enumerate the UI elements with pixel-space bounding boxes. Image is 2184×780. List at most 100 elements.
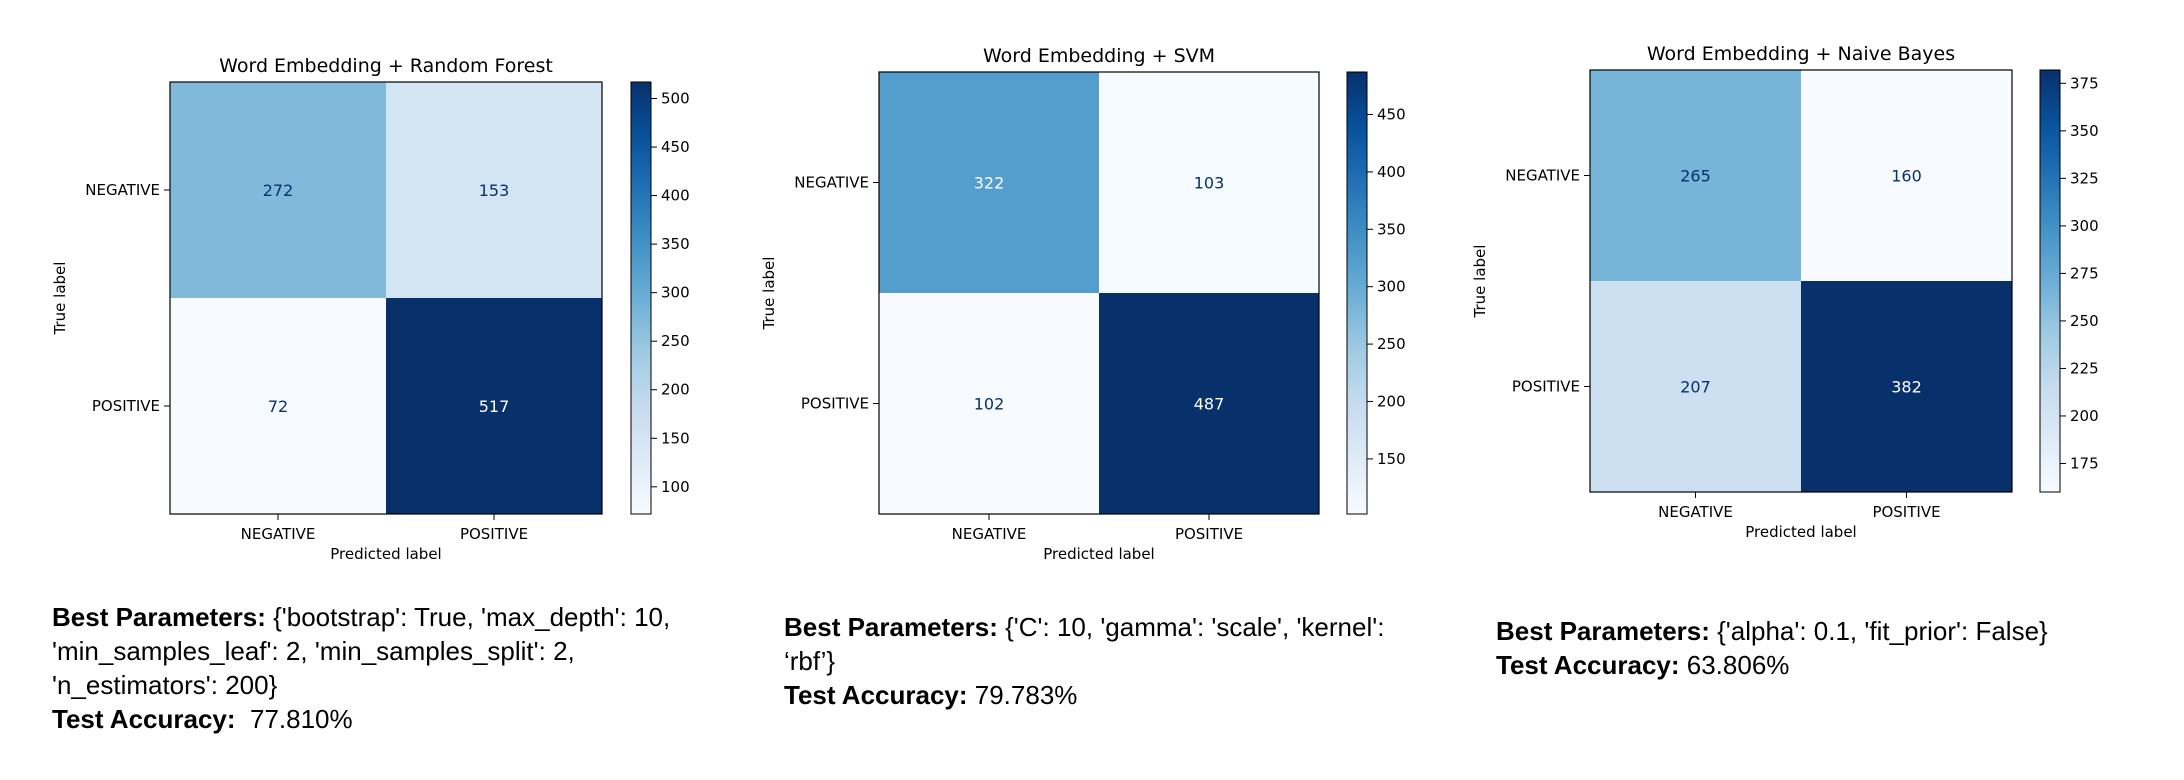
matrix-cell [879, 293, 1099, 514]
cell-value-label: 153 [479, 181, 510, 200]
matrix-cell [1801, 70, 2012, 281]
best-params-value: 'n_estimators': 200} [52, 670, 278, 700]
y-axis-label: True label [51, 262, 69, 336]
x-tick-label: POSITIVE [1872, 503, 1940, 521]
x-tick-label: NEGATIVE [1658, 503, 1733, 521]
colorbar-tick-label: 150 [1377, 450, 1406, 468]
cell-value-label: 102 [974, 395, 1005, 414]
caption-random-forest: Best Parameters: {'bootstrap': True, 'ma… [52, 600, 742, 736]
test-accuracy-value: 77.810% [235, 704, 353, 734]
test-accuracy-value: 63.806% [1679, 650, 1790, 680]
colorbar-tick-label: 400 [661, 187, 690, 205]
colorbar [1346, 71, 1368, 515]
best-params-value: {'bootstrap': True, 'max_depth': 10, [265, 602, 671, 632]
test-accuracy-value: 79.783% [967, 680, 1078, 710]
colorbar-tick-label: 275 [2070, 264, 2099, 282]
colorbar-tick-label: 150 [661, 429, 690, 447]
colorbar-tick-label: 200 [2070, 407, 2099, 425]
cell-value-label: 160 [1891, 167, 1922, 186]
colorbar-tick-label: 100 [661, 478, 690, 496]
best-params-value: 'min_samples_leaf': 2, 'min_samples_spli… [52, 636, 575, 666]
colorbar-tick-label: 450 [661, 138, 690, 156]
best-params-value: {'alpha': 0.1, 'fit_prior': False} [1709, 616, 2048, 646]
colorbar-tick-label: 450 [1377, 105, 1406, 123]
x-tick-label: NEGATIVE [241, 525, 316, 543]
best-params-value: {'C': 10, 'gamma': 'scale', 'kernel': [997, 612, 1385, 642]
test-accuracy-label: Test Accuracy: [1496, 650, 1680, 680]
x-tick-label: POSITIVE [460, 525, 528, 543]
colorbar-tick-label: 325 [2070, 169, 2099, 187]
x-tick-label: POSITIVE [1175, 525, 1243, 543]
y-tick-label: POSITIVE [801, 395, 869, 413]
colorbar-tick-label: 175 [2070, 454, 2099, 472]
x-axis-label: Predicted label [1043, 545, 1154, 563]
best-params-label: Best Parameters: [784, 612, 998, 642]
x-axis-label: Predicted label [330, 545, 441, 563]
matrix-cell [386, 82, 602, 298]
best-params-value: ‘rbf’} [784, 646, 836, 676]
colorbar [2039, 69, 2061, 493]
cell-value-label: 207 [1680, 378, 1711, 397]
test-accuracy-label: Test Accuracy: [784, 680, 968, 710]
cell-value-label: 272 [263, 181, 294, 200]
y-axis-label: True label [760, 257, 778, 331]
colorbar-tick-label: 250 [2070, 312, 2099, 330]
matrix-cell [1099, 72, 1319, 293]
y-tick-label: NEGATIVE [794, 174, 869, 192]
colorbar-tick-label: 200 [661, 381, 690, 399]
cell-value-label: 265 [1680, 167, 1711, 186]
chart-title: Word Embedding + Naive Bayes [1647, 43, 1955, 65]
best-params-label: Best Parameters: [52, 602, 266, 632]
y-tick-label: NEGATIVE [85, 181, 160, 199]
plot-frame [169, 81, 603, 515]
cell-value-label: 322 [974, 174, 1005, 193]
test-accuracy-label: Test Accuracy: [52, 704, 236, 734]
cell-value-label: 103 [1194, 174, 1225, 193]
cell-value-label: 382 [1891, 378, 1922, 397]
test-accuracy-line: Test Accuracy: 63.806% [1496, 648, 2156, 682]
matrix-cell [1590, 281, 1801, 492]
colorbar-tick-label: 225 [2070, 359, 2099, 377]
plot-frame [878, 71, 1320, 515]
best-params-label: Best Parameters: [1496, 616, 1710, 646]
caption-svm: Best Parameters: {'C': 10, 'gamma': 'sca… [784, 610, 1444, 712]
colorbar [630, 81, 652, 515]
caption-naive-bayes: Best Parameters: {'alpha': 0.1, 'fit_pri… [1496, 614, 2156, 682]
colorbar-tick-label: 400 [1377, 163, 1406, 181]
chart-title: Word Embedding + SVM [983, 45, 1215, 67]
matrix-cell [1590, 70, 1801, 281]
cell-value-label: 72 [268, 397, 288, 416]
y-axis-label: True label [1471, 245, 1489, 319]
cell-value-label: 487 [1194, 395, 1225, 414]
cell-value-label: 517 [479, 397, 510, 416]
colorbar-tick-label: 350 [2070, 122, 2099, 140]
colorbar-tick-label: 300 [1377, 278, 1406, 296]
matrix-cell [1801, 281, 2012, 492]
test-accuracy-line: Test Accuracy: 79.783% [784, 678, 1444, 712]
colorbar-tick-label: 250 [1377, 335, 1406, 353]
colorbar-tick-label: 250 [661, 332, 690, 350]
matrix-cell [170, 298, 386, 514]
x-axis-label: Predicted label [1745, 523, 1856, 541]
best-params-line-1: Best Parameters: {'C': 10, 'gamma': 'sca… [784, 610, 1444, 644]
colorbar-tick-label: 300 [661, 284, 690, 302]
plot-frame [1589, 69, 2013, 493]
matrix-cell [879, 72, 1099, 293]
y-tick-label: POSITIVE [1512, 378, 1580, 396]
matrix-cell [170, 82, 386, 298]
colorbar-tick-label: 375 [2070, 74, 2099, 92]
best-params-line-1: Best Parameters: {'bootstrap': True, 'ma… [52, 600, 742, 634]
chart-title: Word Embedding + Random Forest [219, 55, 553, 77]
y-tick-label: POSITIVE [92, 397, 160, 415]
colorbar-tick-label: 500 [661, 90, 690, 108]
x-tick-label: NEGATIVE [952, 525, 1027, 543]
best-params-line-1: Best Parameters: {'alpha': 0.1, 'fit_pri… [1496, 614, 2156, 648]
colorbar-tick-label: 350 [661, 235, 690, 253]
matrix-cell [386, 298, 602, 514]
matrix-cell [1099, 293, 1319, 514]
y-tick-label: NEGATIVE [1505, 167, 1580, 185]
